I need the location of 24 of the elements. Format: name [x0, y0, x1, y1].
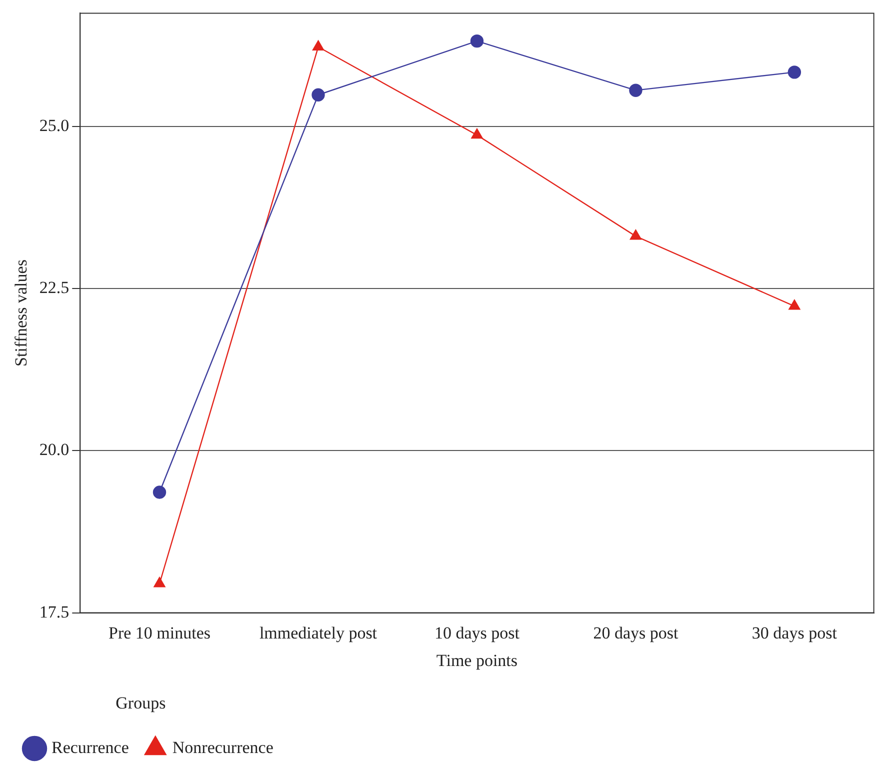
- y-tick-label: 17.5: [39, 602, 70, 622]
- y-tick-label: 22.5: [39, 278, 70, 298]
- x-tick-label: lmmediately post: [259, 623, 378, 642]
- y-tick-label: 20.0: [39, 440, 70, 460]
- point: [630, 230, 642, 240]
- point: [788, 300, 800, 310]
- legend-label: Recurrence: [52, 738, 129, 757]
- point: [629, 84, 642, 97]
- x-axis-title: Time points: [436, 650, 518, 670]
- point: [788, 66, 802, 79]
- x-tick-label: Pre 10 minutes: [108, 623, 211, 642]
- point: [154, 577, 166, 588]
- x-tick-label: 10 days post: [434, 623, 520, 642]
- point: [312, 88, 325, 102]
- y-tick-label: 25.0: [39, 116, 70, 136]
- legend-title: Groups: [116, 694, 166, 713]
- point: [470, 34, 484, 48]
- y-axis-title: Stiffness values: [12, 260, 31, 366]
- legend-label: Nonrecurrence: [172, 738, 274, 757]
- x-tick-label: 20 days post: [593, 623, 678, 642]
- point: [312, 40, 324, 51]
- x-tick-label: 30 days post: [752, 623, 838, 642]
- point: [471, 128, 483, 139]
- point: [152, 486, 166, 499]
